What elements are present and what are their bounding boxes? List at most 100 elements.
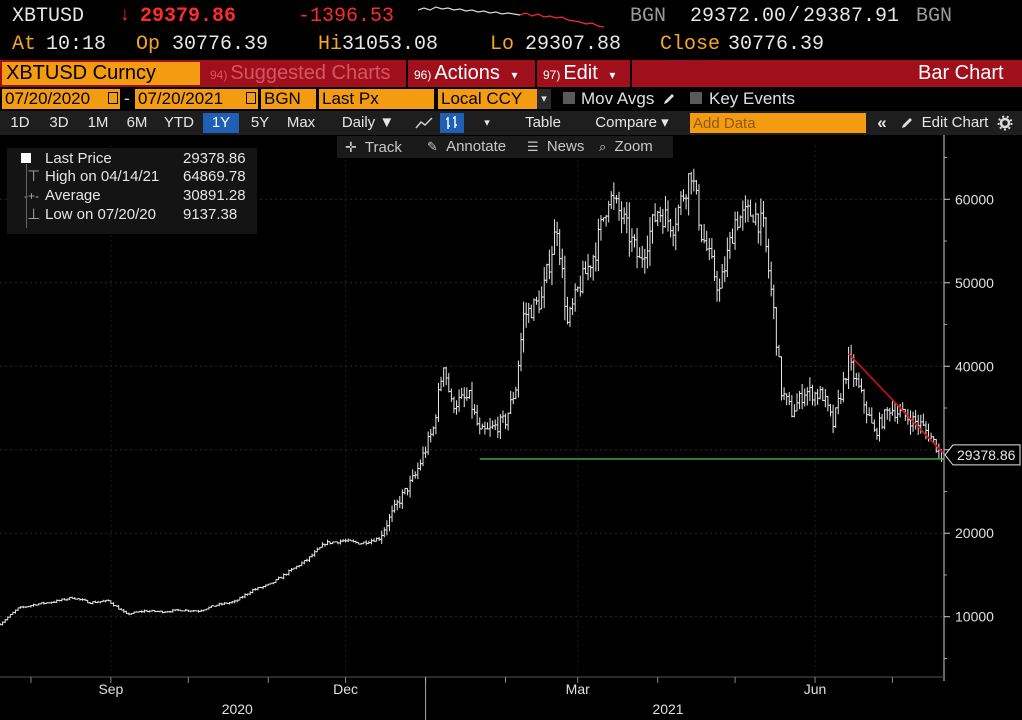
key-events-label[interactable]: Key Events: [709, 89, 795, 108]
last-value-label: 29378.86: [957, 447, 1016, 463]
price-bar: [442, 367, 446, 387]
price-bar: [632, 234, 636, 248]
period-tab-max[interactable]: Max: [286, 114, 316, 131]
price-bar: [194, 610, 198, 612]
security-field[interactable]: XBTUSD Curncy: [2, 62, 200, 85]
price-bar: [26, 605, 30, 608]
edit-button[interactable]: 97) Edit ▾: [543, 60, 615, 87]
start-date-field[interactable]: 07/20/2020: [2, 89, 120, 109]
edit-chevron-icon: ▾: [609, 68, 616, 82]
price-bar: [24, 606, 28, 609]
chart-style-dropdown-icon[interactable]: ▾: [484, 117, 490, 129]
currency-select[interactable]: Local CCY ▾: [438, 89, 551, 109]
price-bar: [480, 423, 484, 430]
price-bar: [411, 469, 415, 482]
price-bar: [803, 388, 807, 407]
calendar-icon[interactable]: [108, 92, 118, 104]
price-bar: [344, 538, 348, 543]
start-date-value: 07/20/2020: [5, 89, 91, 108]
price-bar: [609, 191, 613, 210]
period-tab-1m[interactable]: 1M: [87, 114, 109, 131]
price-bar: [893, 402, 897, 422]
price-bar: [663, 196, 667, 228]
add-data-input[interactable]: [690, 113, 866, 133]
date-range-dash: -: [124, 89, 130, 108]
price-bar: [635, 227, 639, 269]
price-bar: [331, 541, 335, 545]
price-bar: [338, 539, 342, 545]
mov-avgs-label[interactable]: Mov Avgs: [581, 89, 655, 108]
news-icon: ☰: [527, 139, 539, 154]
price-bar: [186, 609, 190, 612]
key-events-checkbox[interactable]: [690, 92, 702, 104]
frequency-select[interactable]: Daily ▼: [341, 114, 395, 131]
price-bar: [166, 610, 170, 613]
price-field-select[interactable]: Last Px: [319, 89, 434, 109]
price-bar: [681, 189, 685, 202]
annotate-tool[interactable]: ✎ Annotate: [427, 136, 506, 158]
price-bar: [57, 599, 61, 602]
edit-chart-pencil-icon[interactable]: [900, 116, 914, 130]
price-bar: [256, 587, 260, 591]
price-bar: [872, 419, 876, 432]
mov-avgs-checkbox[interactable]: [563, 92, 575, 104]
gear-icon[interactable]: [997, 115, 1013, 131]
period-tab-3d[interactable]: 3D: [49, 114, 69, 131]
price-bar: [823, 388, 827, 408]
period-tab-1d[interactable]: 1D: [10, 114, 30, 131]
price-bar: [754, 202, 758, 226]
news-tool[interactable]: ☰ News: [527, 136, 584, 158]
bar-chart-icon[interactable]: [440, 113, 464, 133]
period-tab-1y[interactable]: 1Y: [203, 113, 239, 133]
dropdown-chevron-icon[interactable]: ▾: [537, 89, 551, 109]
price-bar: [767, 238, 771, 279]
price-bar: [836, 389, 840, 415]
price-bar: [439, 376, 443, 392]
compare-button[interactable]: Compare ▾: [595, 114, 669, 131]
price-bar: [937, 443, 941, 459]
price-bar: [377, 536, 381, 542]
price-bar: [230, 600, 234, 604]
sparkline-white: [418, 6, 521, 16]
chart-type-label: Bar Chart: [918, 62, 1004, 84]
price-bar: [55, 599, 59, 604]
table-button[interactable]: Table: [525, 114, 561, 131]
price-bar: [101, 599, 105, 603]
price-chart[interactable]: 10000200003000040000500006000029378.86 S…: [0, 135, 1022, 720]
price-bar: [305, 558, 309, 562]
period-tab-5y[interactable]: 5Y: [250, 114, 270, 131]
edit-chart-button[interactable]: Edit Chart: [921, 114, 989, 131]
track-tool[interactable]: ✛ Track: [345, 136, 402, 158]
low-price: 29307.88: [525, 33, 622, 56]
period-tab-6m[interactable]: 6M: [126, 114, 148, 131]
zoom-tool[interactable]: ⌕ Zoom: [599, 136, 653, 158]
end-date-field[interactable]: 07/20/2021: [135, 89, 258, 109]
source-field[interactable]: BGN: [261, 89, 316, 109]
magnifier-icon: ⌕: [599, 139, 607, 154]
price-bar: [81, 598, 85, 601]
collapse-double-chevron-icon[interactable]: «: [877, 113, 887, 132]
actions-chevron-icon: ▾: [511, 68, 518, 82]
price-bar: [733, 211, 737, 250]
suggested-charts-button[interactable]: 94) Suggested Charts: [210, 60, 390, 87]
line-chart-icon[interactable]: [414, 115, 434, 131]
price-bar: [246, 593, 250, 596]
period-tab-ytd[interactable]: YTD: [164, 114, 194, 131]
price-bar: [62, 598, 66, 601]
calendar-icon[interactable]: [246, 92, 256, 104]
price-bar: [184, 608, 188, 612]
intraday-sparkline: [418, 6, 605, 28]
price-bar: [393, 499, 397, 513]
price-bar: [627, 202, 631, 257]
pencil-icon: ✎: [427, 139, 438, 154]
price-bar: [826, 395, 830, 412]
annotate-label: Annotate: [446, 138, 507, 155]
trend-lines: [479, 353, 945, 460]
pencil-icon[interactable]: [662, 92, 676, 106]
end-date-value: 07/20/2021: [138, 89, 224, 108]
price-bar: [813, 391, 817, 407]
actions-button[interactable]: 96) Actions ▾: [414, 60, 518, 87]
legend-value: 64869.78: [183, 168, 246, 185]
price-bar: [896, 404, 900, 424]
price-bar: [460, 387, 464, 399]
